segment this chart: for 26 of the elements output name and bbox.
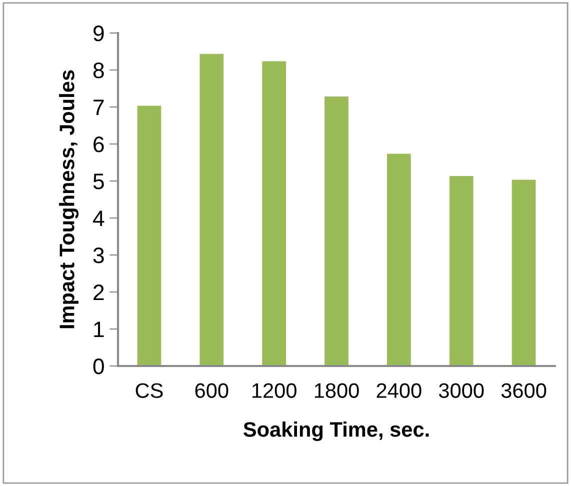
y-tick-label: 0 [93,358,104,374]
bar [198,52,225,366]
y-tick-label: 4 [92,210,104,226]
x-tick-label: CS [136,383,163,398]
y-tick-label: 6 [94,136,104,152]
y-tick-label: 2 [94,284,104,300]
y-tick-label: 7 [94,100,104,116]
y-tick-label: 9 [93,26,104,42]
bar [386,152,412,366]
bar [323,95,350,366]
y-tick-label: 8 [93,62,104,78]
x-tick-label: 3000 [438,383,484,398]
y-tick-label: 3 [93,248,104,264]
bar [510,178,537,366]
y-axis-title: Impact Toughness, Joules [59,70,79,328]
bar [136,104,162,366]
x-tick-label: 600 [195,383,228,398]
y-tick-label: 5 [93,174,104,190]
y-tick-label: 1 [94,322,104,338]
x-tick-label: 2400 [376,383,422,398]
x-axis-title: Soaking Time, sec. [244,422,429,442]
x-tick-label: 1800 [314,383,359,398]
bar [261,60,288,366]
x-tick-label: 3600 [501,383,546,398]
x-tick-label: 1200 [252,383,296,398]
bar [448,174,474,366]
